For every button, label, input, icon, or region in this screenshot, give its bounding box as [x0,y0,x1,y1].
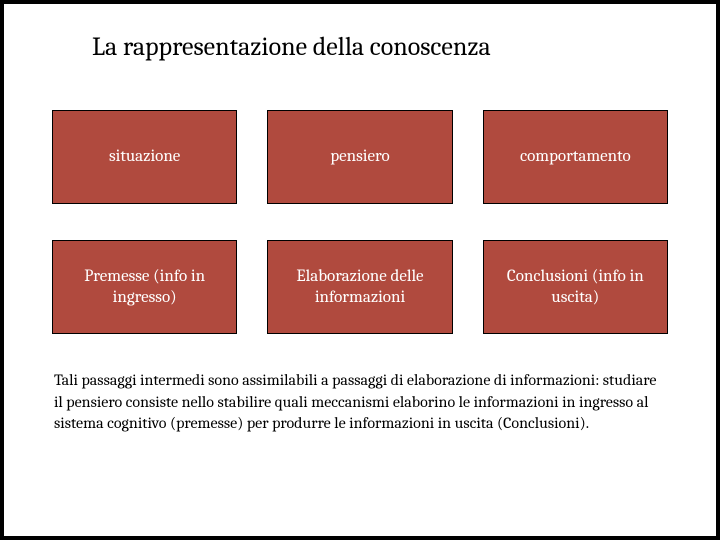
caption-text: Tali passaggi intermedi sono assimilabil… [52,370,668,435]
slide-title: La rappresentazione della conoscenza [92,32,668,62]
box-elaborazione: Elaborazione delle informazioni [267,240,452,334]
box-pensiero: pensiero [267,110,452,204]
box-premesse: Premesse (info in ingresso) [52,240,237,334]
box-conclusioni: Conclusioni (info in uscita) [483,240,668,334]
slide: La rappresentazione della conoscenza sit… [4,4,716,536]
boxes-grid: situazione pensiero comportamento Premes… [52,110,668,334]
box-situazione: situazione [52,110,237,204]
box-comportamento: comportamento [483,110,668,204]
